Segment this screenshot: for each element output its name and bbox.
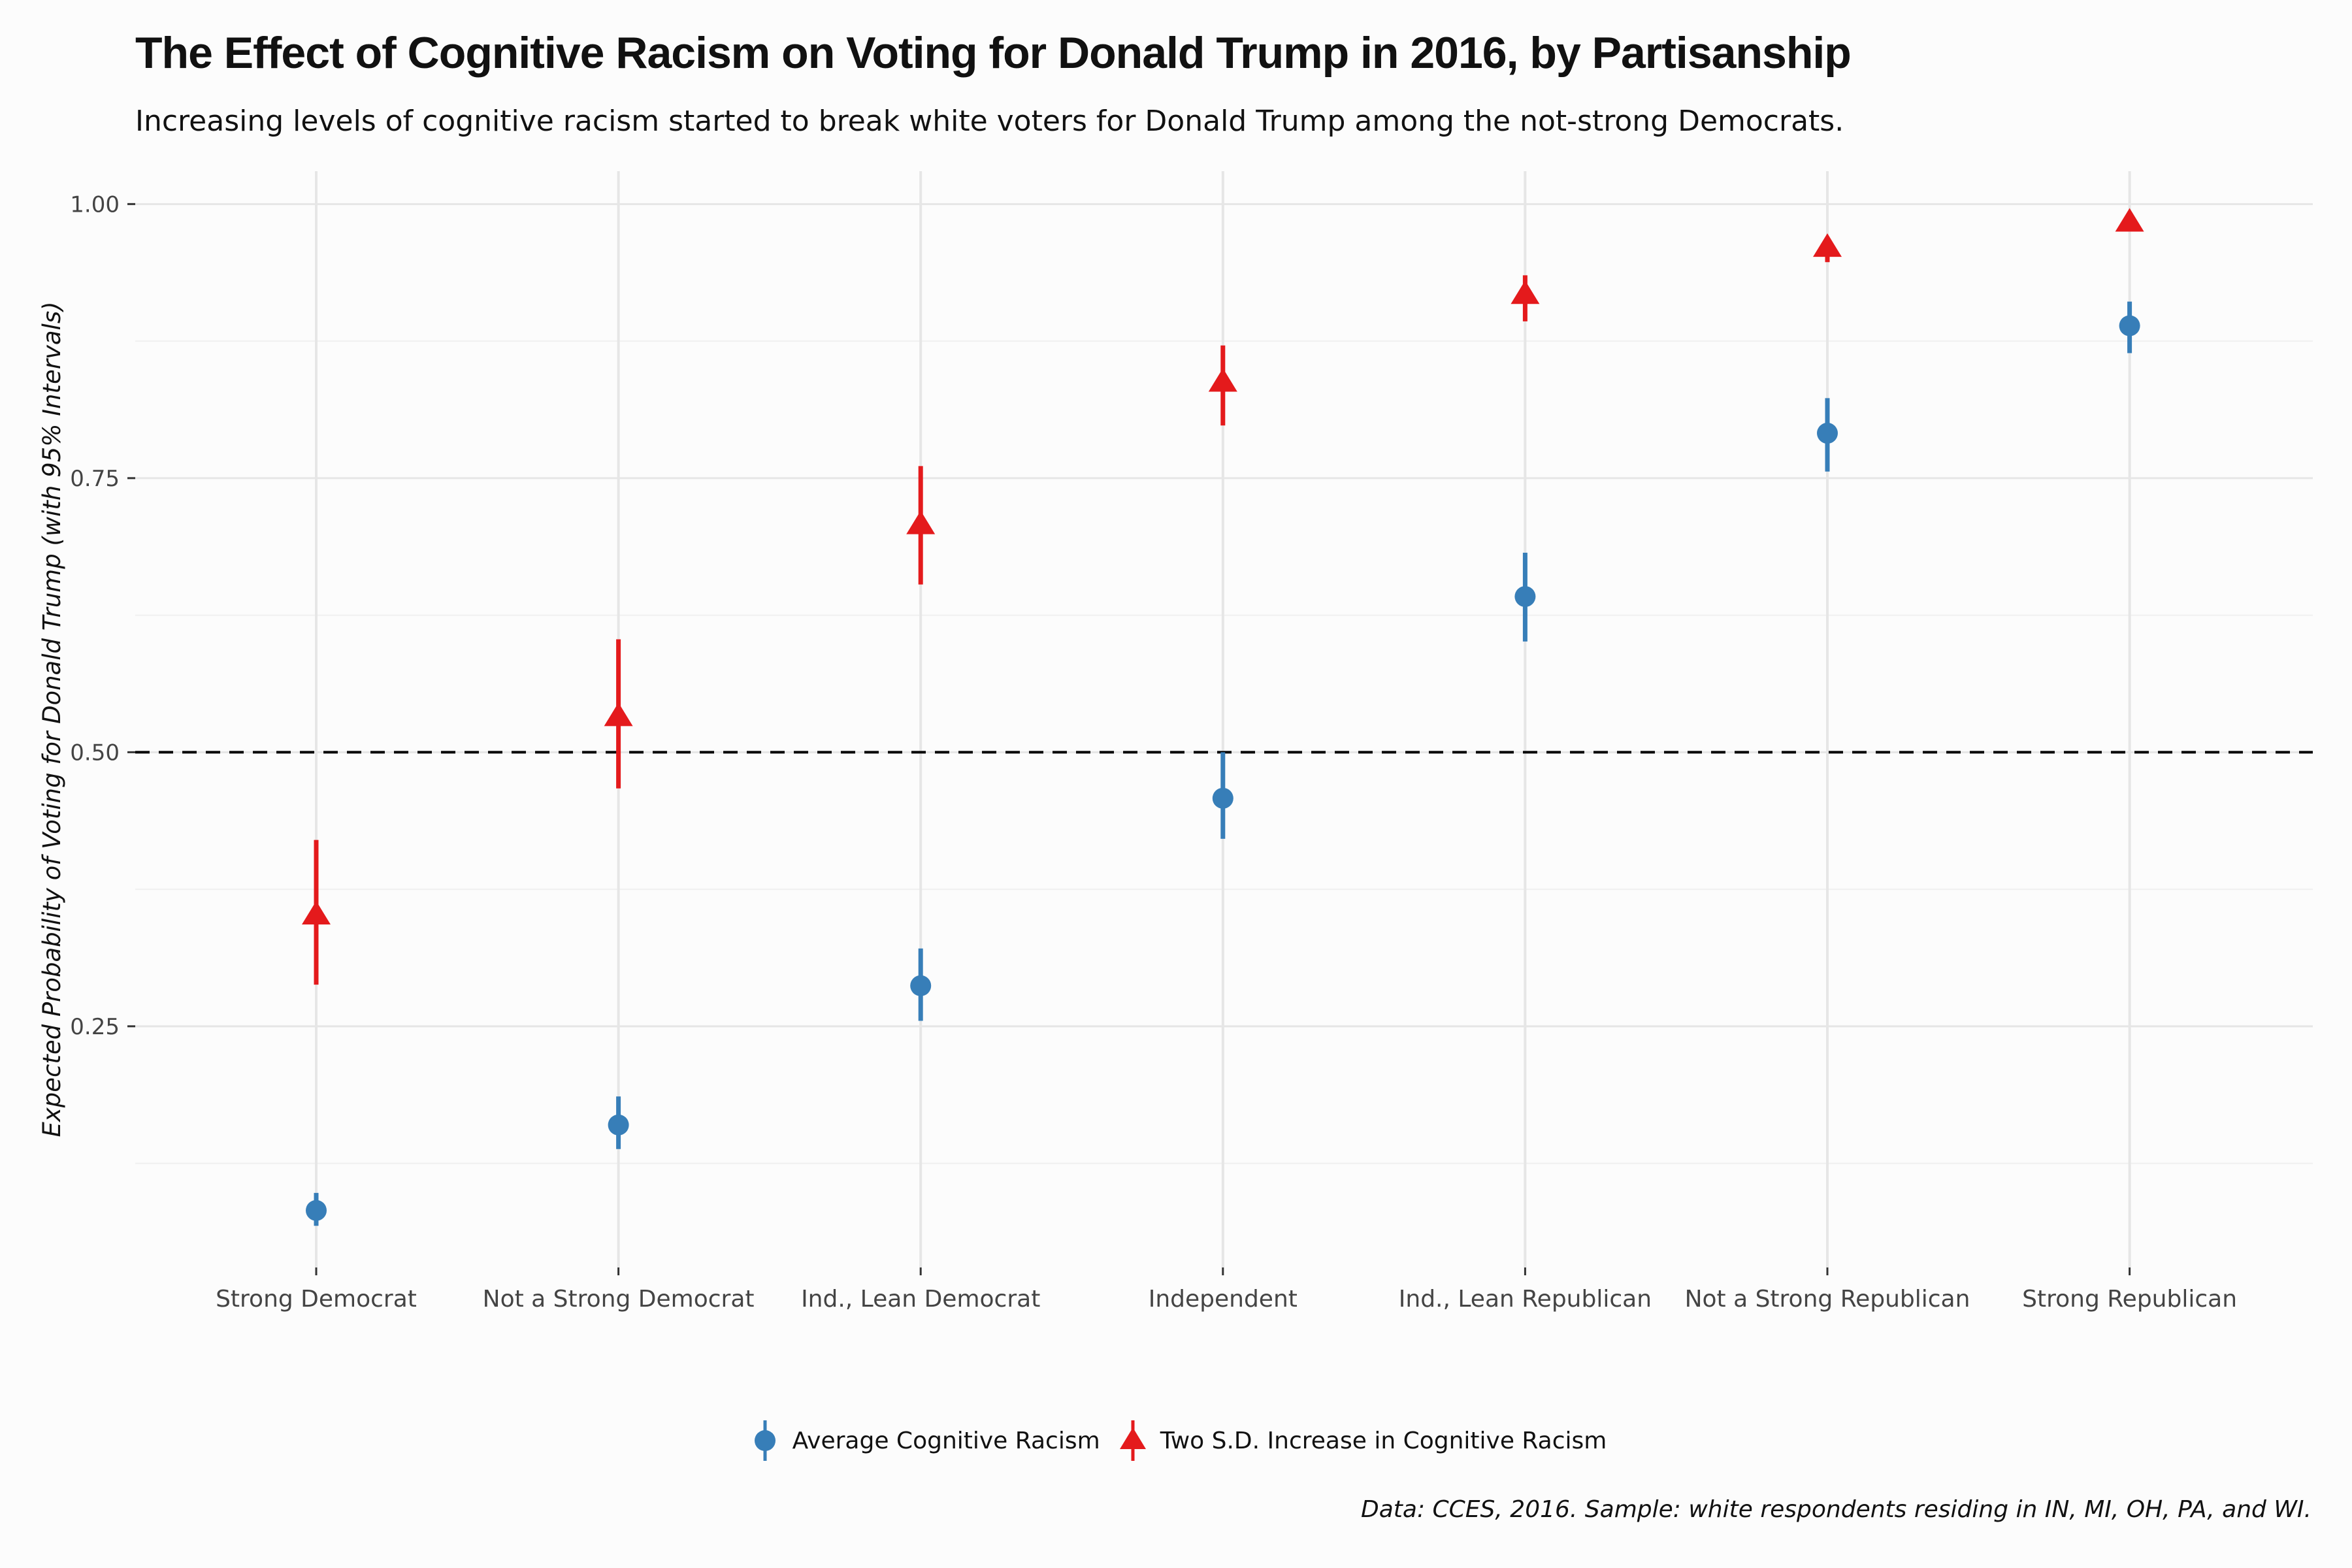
data-point-triangle — [906, 510, 936, 534]
x-tick-label: Not a Strong Republican — [1685, 1286, 1970, 1313]
y-tick-label: 1.00 — [70, 191, 120, 218]
data-point-circle — [2119, 315, 2140, 336]
y-axis-title: Expected Probability of Voting for Donal… — [38, 301, 66, 1137]
circle-marker-icon — [754, 1420, 776, 1461]
x-tick-label: Independent — [1149, 1286, 1298, 1313]
data-point-triangle — [302, 901, 331, 925]
legend-label-average: Average Cognitive Racism — [792, 1427, 1100, 1454]
legend-circle-average — [754, 1430, 776, 1451]
data-point-circle — [608, 1114, 629, 1135]
x-tick-label: Strong Democrat — [216, 1286, 417, 1313]
data-point-circle — [910, 975, 932, 996]
chart-subtitle: Increasing levels of cognitive racism st… — [135, 105, 1844, 138]
axes: 0.25 0.50 0.75 1.00 Strong Democrat Not a Str… — [38, 191, 2237, 1313]
series-1 — [302, 208, 2144, 985]
data-point-triangle — [1813, 233, 1842, 257]
data-point-triangle — [604, 702, 633, 727]
data-point-triangle — [1511, 280, 1540, 304]
series-0 — [306, 301, 2140, 1226]
chart-title: The Effect of Cognitive Racism on Voting… — [135, 28, 1852, 78]
caption: Data: CCES, 2016. Sample: white responde… — [1361, 1496, 2311, 1523]
x-tick-label: Not a Strong Democrat — [483, 1286, 755, 1313]
data-point-circle — [1514, 586, 1536, 608]
data-point-circle — [1817, 423, 1838, 444]
data-point-circle — [1212, 787, 1233, 809]
data-point-triangle — [1208, 368, 1237, 392]
grid-lines — [135, 171, 2313, 1267]
triangle-marker-icon — [1119, 1420, 1146, 1461]
legend-item-average: Average Cognitive Racism — [745, 1418, 1100, 1463]
legend: Average Cognitive Racism Two S.D. Increa… — [0, 1418, 2352, 1463]
x-tick-label: Strong Republican — [2022, 1286, 2237, 1313]
x-tick-label: Ind., Lean Democrat — [801, 1286, 1040, 1313]
y-tick-label: 0.25 — [70, 1014, 120, 1040]
data-point-triangle — [2115, 208, 2144, 232]
x-tick-label: Ind., Lean Republican — [1399, 1286, 1652, 1313]
legend-item-increase: Two S.D. Increase in Cognitive Racism — [1113, 1418, 1607, 1463]
y-tick-label: 0.50 — [70, 740, 120, 766]
data-marks — [302, 208, 2144, 1226]
legend-triangle-increase — [1119, 1428, 1146, 1449]
legend-label-increase: Two S.D. Increase in Cognitive Racism — [1160, 1427, 1607, 1454]
y-tick-label: 0.75 — [70, 466, 120, 492]
data-point-circle — [306, 1200, 327, 1221]
